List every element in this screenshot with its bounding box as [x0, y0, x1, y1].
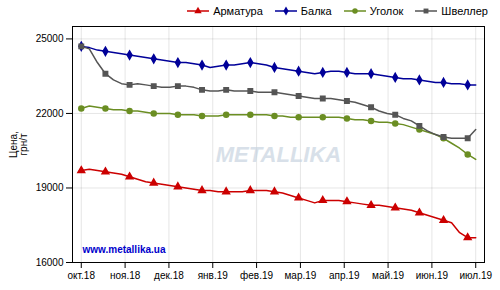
- svg-text:май.19: май.19: [372, 270, 404, 281]
- svg-text:мар.19: мар.19: [284, 270, 316, 281]
- svg-text:19000: 19000: [36, 182, 64, 193]
- svg-text:июн.19: июн.19: [416, 270, 449, 281]
- html-text:Уголок: Уголок: [369, 4, 404, 17]
- html-text:Балка: Балка: [300, 4, 332, 17]
- svg-text:25000: 25000: [36, 33, 64, 44]
- svg-text:22000: 22000: [36, 108, 64, 119]
- html-text:Швеллер: Швеллер: [441, 4, 488, 17]
- svg-text:www.metallika.ua: www.metallika.ua: [82, 244, 166, 255]
- svg-text:фев.19: фев.19: [240, 270, 273, 281]
- svg-text:июл.19: июл.19: [459, 270, 492, 281]
- svg-text:Цена,грн/т: Цена,грн/т: [8, 131, 29, 158]
- svg-text:дек.18: дек.18: [154, 270, 184, 281]
- svg-text:METALLIKA: METALLIKA: [216, 142, 341, 167]
- svg-text:янв.19: янв.19: [198, 270, 229, 281]
- svg-text:16000: 16000: [36, 257, 64, 268]
- svg-text:ноя.18: ноя.18: [110, 270, 141, 281]
- html-text:Арматура: Арматура: [213, 4, 263, 17]
- svg-text:апр.19: апр.19: [329, 270, 360, 281]
- svg-text:окт.18: окт.18: [68, 270, 96, 281]
